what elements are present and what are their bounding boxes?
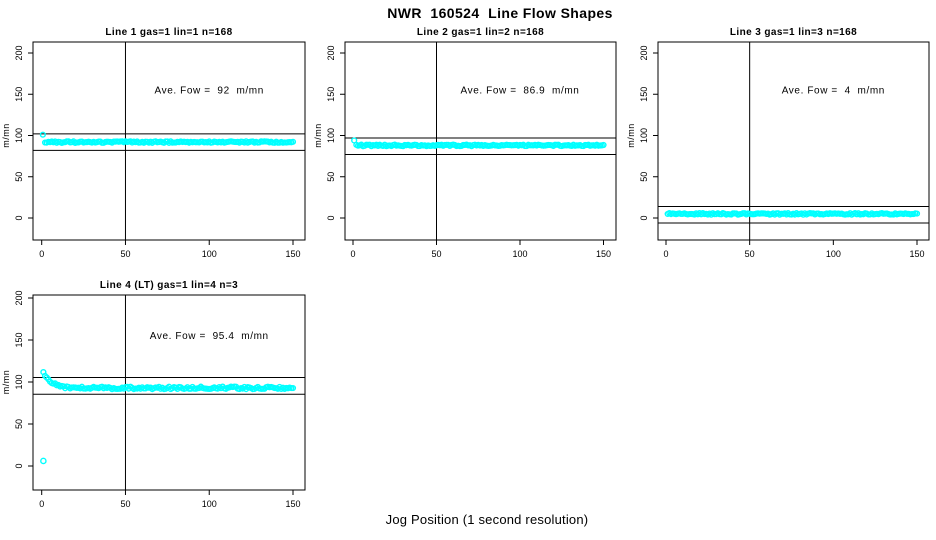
x-tick-label: 50 bbox=[745, 249, 755, 259]
panel-title: Line 4 (LT) gas=1 lin=4 n=3 bbox=[100, 280, 238, 291]
x-tick-label: 50 bbox=[431, 249, 441, 259]
ave-flow-annotation: Ave. Fow = 86.9 m/mn bbox=[461, 85, 580, 96]
y-tick-label: 150 bbox=[639, 87, 649, 102]
plot-box bbox=[32, 294, 306, 491]
y-tick-label: 150 bbox=[14, 87, 24, 102]
panel-4: Line 4 (LT) gas=1 lin=4 n=3 0 50 100 150 200 m… bbox=[1, 280, 306, 509]
data-point bbox=[600, 141, 607, 149]
x-tick-label: 0 bbox=[39, 249, 44, 259]
plot-box bbox=[657, 41, 930, 241]
data-point-start bbox=[39, 131, 46, 138]
data-points bbox=[39, 131, 297, 147]
x-tick-label: 100 bbox=[512, 249, 527, 259]
plot-box bbox=[32, 41, 306, 241]
y-tick-label: 100 bbox=[639, 128, 649, 143]
panel-2: Line 2 gas=1 lin=2 n=168 0 50 100 150 200 m/mn… bbox=[313, 27, 617, 259]
y-tick-label: 0 bbox=[14, 463, 24, 468]
chart-main-title: NWR 160524 Line Flow Shapes bbox=[387, 5, 613, 21]
y-tick-label: 0 bbox=[639, 215, 649, 220]
data-points bbox=[40, 369, 297, 465]
data-point-outlier bbox=[40, 457, 47, 465]
panel-1: Line 1 gas=1 lin=1 n=168 0 50 100 150 200 m/mn… bbox=[1, 27, 306, 259]
y-tick-label: 50 bbox=[639, 172, 649, 182]
x-tick-label: 100 bbox=[202, 249, 217, 259]
plot-box bbox=[344, 41, 617, 241]
x-tick-label: 50 bbox=[120, 499, 130, 509]
x-tick-label: 0 bbox=[39, 499, 44, 509]
data-point bbox=[289, 138, 297, 145]
data-point-start bbox=[351, 137, 358, 144]
ave-flow-annotation: Ave. Fow = 92 m/mn bbox=[155, 85, 264, 96]
x-tick-label: 150 bbox=[285, 499, 300, 509]
panel-3: Line 3 gas=1 lin=3 n=168 0 50 100 150 200 m/mn… bbox=[626, 27, 930, 259]
y-tick-label: 50 bbox=[14, 172, 24, 182]
data-point bbox=[913, 210, 921, 217]
y-axis-label: m/mn bbox=[1, 123, 11, 148]
data-points bbox=[664, 209, 921, 218]
y-tick-label: 200 bbox=[326, 45, 336, 60]
x-tick-label: 0 bbox=[663, 249, 668, 259]
x-tick-label: 100 bbox=[826, 249, 841, 259]
y-tick-label: 200 bbox=[14, 45, 24, 60]
x-tick-label: 0 bbox=[350, 249, 355, 259]
y-tick-label: 200 bbox=[639, 45, 649, 60]
y-axis-label: m/mn bbox=[1, 370, 11, 395]
y-axis-label: m/mn bbox=[626, 123, 636, 148]
y-tick-label: 0 bbox=[326, 215, 336, 220]
x-tick-label: 100 bbox=[202, 499, 217, 509]
y-tick-label: 100 bbox=[326, 128, 336, 143]
data-points bbox=[351, 137, 607, 150]
y-tick-label: 0 bbox=[14, 215, 24, 220]
x-tick-label: 150 bbox=[285, 249, 300, 259]
x-tick-label: 150 bbox=[909, 249, 924, 259]
y-tick-label: 50 bbox=[14, 419, 24, 429]
y-axis-label: m/mn bbox=[313, 123, 323, 148]
y-tick-label: 200 bbox=[14, 290, 24, 305]
panel-title: Line 3 gas=1 lin=3 n=168 bbox=[730, 27, 857, 38]
y-tick-label: 100 bbox=[14, 128, 24, 143]
data-point bbox=[289, 384, 297, 392]
y-tick-label: 50 bbox=[326, 172, 336, 182]
y-tick-label: 150 bbox=[326, 87, 336, 102]
x-tick-label: 150 bbox=[596, 249, 611, 259]
shared-x-axis-label: Jog Position (1 second resolution) bbox=[385, 512, 589, 527]
x-tick-label: 50 bbox=[120, 249, 130, 259]
ave-flow-annotation: Ave. Fow = 4 m/mn bbox=[782, 85, 885, 96]
y-tick-label: 100 bbox=[14, 374, 24, 389]
panel-title: Line 1 gas=1 lin=1 n=168 bbox=[105, 27, 232, 38]
ave-flow-annotation: Ave. Fow = 95.4 m/mn bbox=[150, 331, 269, 342]
y-tick-label: 150 bbox=[14, 332, 24, 347]
panel-title: Line 2 gas=1 lin=2 n=168 bbox=[417, 27, 544, 38]
